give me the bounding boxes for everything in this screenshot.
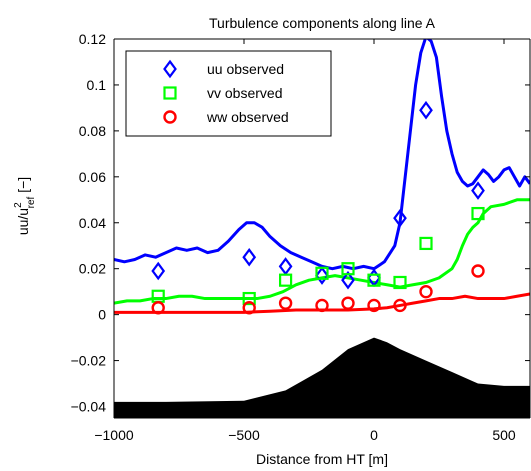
ww-model-line	[114, 292, 530, 314]
ww-legend-marker	[163, 110, 177, 124]
uu-legend-marker	[163, 59, 177, 79]
uu-observed-point	[341, 270, 355, 290]
y-axis-label-superscript: 2	[13, 202, 24, 208]
vv-legend-label: vv observed	[207, 85, 282, 101]
legend-box	[125, 50, 332, 137]
uu-observed-point	[471, 181, 485, 200]
uu-observed-point	[315, 266, 329, 285]
x-axis-label: Distance from HT [m]	[256, 451, 388, 467]
vv-observed-point	[367, 273, 381, 287]
ww-observed-point	[393, 298, 407, 313]
ww-observed-point	[278, 296, 293, 310]
vv-observed-point	[471, 206, 485, 221]
vv-observed-point	[419, 236, 433, 251]
x-tick-label: −500	[228, 427, 260, 443]
y-tick-label: 0.04	[79, 215, 106, 231]
ww-observed-point	[471, 264, 485, 278]
legend: uu observed vv observed ww observed	[125, 50, 332, 137]
ww-observed-point	[367, 298, 381, 313]
y-tick-label: 0.06	[79, 169, 106, 185]
chart-title: Turbulence components along line A	[209, 15, 436, 31]
ww-observed-point	[242, 301, 256, 315]
y-axis: −0.04 −0.02 0 0.02 0.04 0.06 0.08 0.1 0.12	[71, 31, 531, 418]
y-axis-label: uu/u2 ref [−]	[13, 177, 37, 235]
y-axis-label-unit: [−]	[15, 177, 31, 197]
uu-observed-point	[419, 100, 433, 120]
uu-legend-label: uu observed	[207, 61, 284, 77]
y-tick-label: 0.02	[79, 261, 106, 277]
vv-observed-point	[315, 266, 329, 280]
ww-observed-point	[341, 296, 355, 310]
y-tick-label: 0.12	[79, 31, 106, 47]
vv-model-line	[114, 198, 530, 305]
ww-observed-point	[419, 284, 433, 299]
ww-legend-label: ww observed	[206, 109, 289, 125]
plot-area	[114, 39, 530, 418]
uu-observed-point	[393, 208, 407, 228]
x-tick-label: 0	[370, 427, 378, 443]
vv-observed-point	[341, 262, 355, 276]
observation-markers	[151, 100, 485, 315]
ww-observed-point	[315, 298, 329, 313]
y-axis-label-main: uu/u	[15, 208, 31, 235]
terrain-area	[114, 337, 530, 418]
vv-legend-marker	[163, 86, 177, 100]
x-axis: −1000 −500 0 500	[94, 38, 530, 443]
vv-observed-point	[242, 291, 256, 306]
y-tick-label: 0.08	[79, 123, 106, 139]
uu-observed-point	[242, 247, 257, 267]
y-tick-label: 0	[98, 307, 106, 323]
uu-observed-point	[151, 261, 166, 281]
ww-observed-point	[151, 301, 165, 315]
vv-observed-point	[279, 273, 293, 287]
vv-observed-point	[393, 275, 407, 290]
y-tick-label: −0.02	[71, 353, 107, 369]
y-tick-label: −0.04	[71, 399, 107, 415]
y-axis-label-subscript: ref	[26, 196, 37, 208]
uu-model-line	[114, 39, 530, 271]
x-tick-label: −1000	[94, 427, 134, 443]
x-tick-label: 500	[492, 427, 516, 443]
y-tick-label: 0.1	[87, 77, 107, 93]
